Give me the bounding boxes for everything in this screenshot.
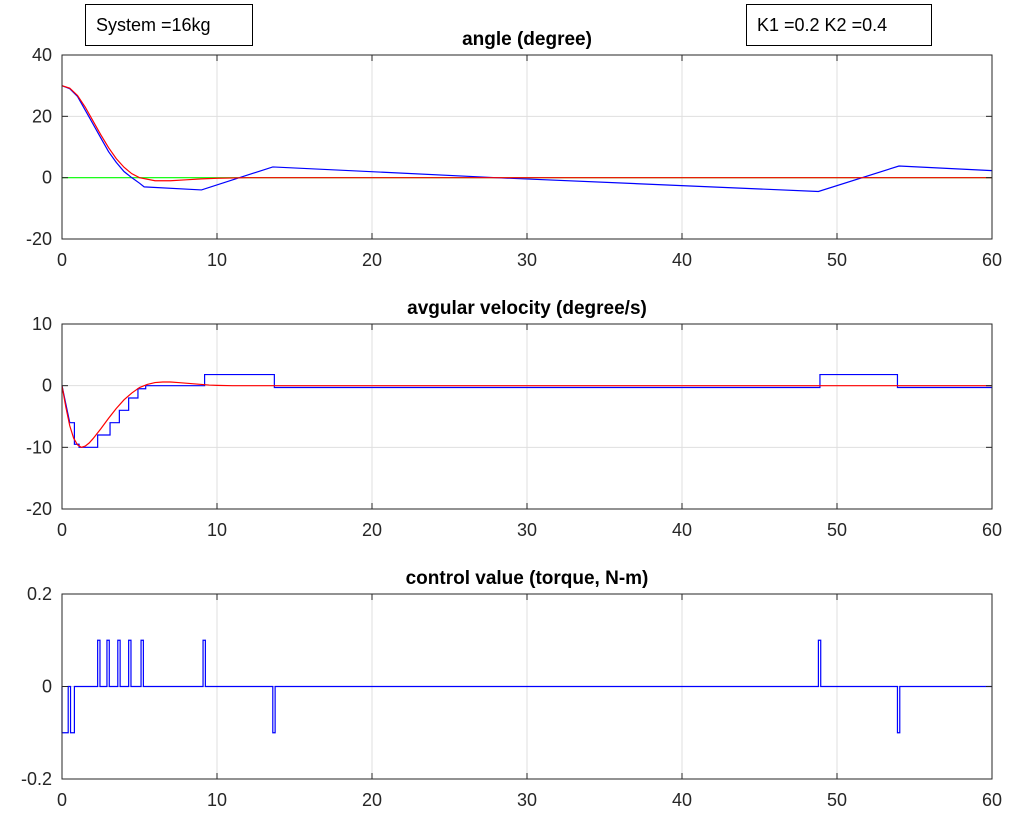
x-tick-label: 40	[672, 520, 692, 540]
x-tick-label: 60	[982, 790, 1002, 810]
x-tick-label: 10	[207, 520, 227, 540]
system-mass-annotation: System =16kg	[85, 4, 253, 46]
chart-title: angle (degree)	[462, 29, 592, 50]
x-tick-label: 50	[827, 250, 847, 270]
series-line-2	[61, 85, 993, 193]
x-tick-label: 50	[827, 520, 847, 540]
y-tick-label: -20	[26, 499, 52, 519]
y-tick-label: 0.2	[27, 584, 52, 604]
x-tick-label: 30	[517, 520, 537, 540]
y-tick-label: 0	[42, 376, 52, 396]
y-tick-label: 20	[32, 106, 52, 126]
y-tick-label: -10	[26, 437, 52, 457]
x-tick-label: 10	[207, 250, 227, 270]
chart-title: avgular velocity (degree/s)	[407, 298, 647, 319]
series-line-2	[61, 381, 992, 448]
x-tick-label: 30	[517, 790, 537, 810]
x-tick-label: 40	[672, 250, 692, 270]
x-tick-label: 20	[362, 250, 382, 270]
x-tick-label: 20	[362, 520, 382, 540]
y-tick-label: -0.2	[21, 769, 52, 789]
y-tick-label: 10	[32, 314, 52, 334]
x-tick-label: 60	[982, 250, 1002, 270]
x-tick-label: 20	[362, 790, 382, 810]
x-tick-label: 0	[57, 250, 67, 270]
x-tick-label: 10	[207, 790, 227, 810]
chart-title: control value (torque, N-m)	[406, 568, 649, 589]
gains-annotation: K1 =0.2 K2 =0.4	[746, 4, 932, 46]
series-line-3	[61, 85, 992, 182]
x-tick-label: 40	[672, 790, 692, 810]
x-tick-label: 30	[517, 250, 537, 270]
x-tick-label: 0	[57, 790, 67, 810]
y-tick-label: 0	[42, 677, 52, 697]
y-tick-label: 0	[42, 168, 52, 188]
x-tick-label: 60	[982, 520, 1002, 540]
x-tick-label: 0	[57, 520, 67, 540]
y-tick-label: 40	[32, 45, 52, 65]
series-line-1	[61, 639, 992, 734]
chart-panel-2: 0 10 20 30 40 50 60 -20 -10 0 10 avgular velocity (…	[26, 298, 1002, 540]
x-tick-label: 50	[827, 790, 847, 810]
y-tick-label: -20	[26, 229, 52, 249]
